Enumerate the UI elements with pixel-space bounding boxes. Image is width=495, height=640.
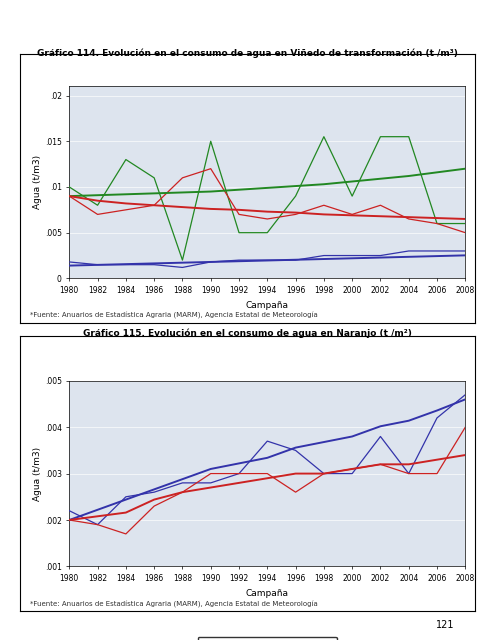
Legend: Agua de riego, Total: Agua de riego, Total (198, 637, 337, 640)
Y-axis label: Agua (t/m3): Agua (t/m3) (33, 156, 42, 209)
Text: 121: 121 (436, 620, 455, 630)
Text: *Fuente: Anuarios de Estadística Agraria (MARM), Agencia Estatal de Meteorología: *Fuente: Anuarios de Estadística Agraria… (30, 601, 317, 608)
Legend: Agua de riego, Precipitación efectiva, Total: Agua de riego, Precipitación efectiva, T… (191, 346, 344, 374)
Text: Gráfico 114. Evolución en el consumo de agua en Viñedo de transformación (t /m³): Gráfico 114. Evolución en el consumo de … (37, 48, 458, 58)
Text: *Fuente: Anuarios de Estadística Agraria (MARM), Agencia Estatal de Meteorología: *Fuente: Anuarios de Estadística Agraria… (30, 312, 317, 319)
Text: Gráfico 115. Evolución en el consumo de agua en Naranjo (t /m²): Gráfico 115. Evolución en el consumo de … (83, 329, 412, 339)
Y-axis label: Agua (t/m3): Agua (t/m3) (33, 447, 42, 500)
X-axis label: Campaña: Campaña (246, 301, 289, 310)
X-axis label: Campaña: Campaña (246, 589, 289, 598)
